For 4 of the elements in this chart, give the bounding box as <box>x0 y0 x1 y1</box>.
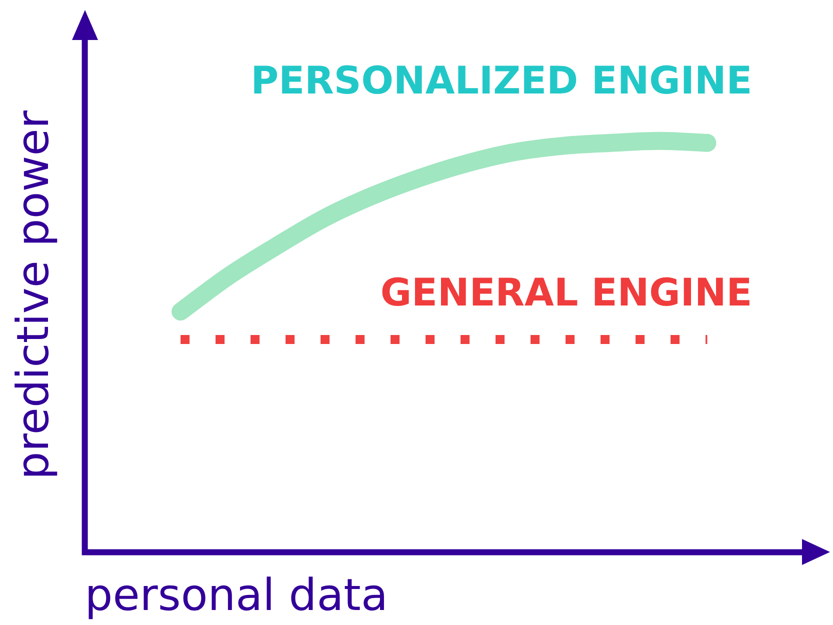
x-axis-title: personal data <box>84 570 388 622</box>
series-label: GENERAL ENGINE <box>380 270 752 314</box>
series-label: PERSONALIZED ENGINE <box>250 58 752 103</box>
y-axis-title: predictive power <box>8 110 59 480</box>
